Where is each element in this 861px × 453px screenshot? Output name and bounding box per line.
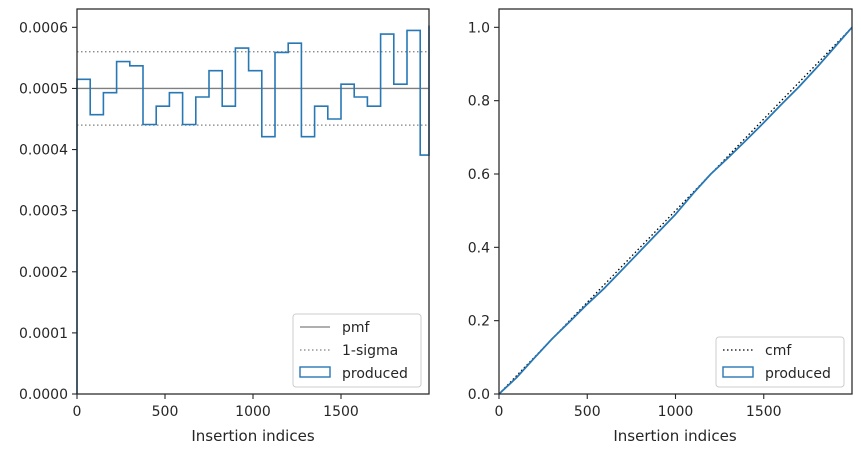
- histogram-y-tick-label: 0.0006: [19, 20, 68, 36]
- cmf-legend: cmf produced: [715, 336, 845, 388]
- legend-1-sigma-label: 1-sigma: [342, 343, 398, 359]
- cmf-axes-frame: [498, 8, 853, 395]
- legend-produced-label: produced: [342, 366, 408, 382]
- histogram-y-tick-label: 0.0005: [19, 81, 68, 97]
- legend-produced-swatch: [299, 366, 331, 378]
- cmf-y-tick-label: 0.6: [468, 167, 490, 183]
- cmf-x-axis-label: Insertion indices: [613, 427, 736, 445]
- histogram-x-tick-label: 1500: [323, 404, 359, 420]
- histogram-y-tick-label: 0.0000: [19, 387, 68, 403]
- legend-pmf-label: pmf: [342, 320, 371, 336]
- histogram-y-tick-label: 0.0004: [19, 143, 68, 159]
- cmf-y-tick-label: 0.4: [468, 240, 490, 256]
- histogram-chart: 0 500 1000 1500 0.0000 0.0001 0.0002 0.0003 0.00…: [19, 8, 430, 445]
- cmf-y-tick-label: 0.0: [468, 387, 490, 403]
- legend-cmf-produced-label: produced: [765, 366, 831, 382]
- histogram-y-tick-label: 0.0003: [19, 204, 68, 220]
- histogram-x-tick-label: 1000: [235, 404, 271, 420]
- cmf-y-tick-label: 0.2: [468, 314, 490, 330]
- histogram-ticks: 0 500 1000 1500 0.0000 0.0001 0.0002 0.0003 0.00…: [19, 20, 359, 420]
- produced-histogram-step: [76, 25, 430, 394]
- histogram-legend-box: [292, 313, 422, 388]
- histogram-x-tick-label: 500: [152, 404, 179, 420]
- histogram-x-axis-label: Insertion indices: [191, 427, 314, 445]
- cmf-y-tick-label: 1.0: [468, 20, 490, 36]
- cmf-chart: 0 500 1000 1500 0.0 0.2 0.4 0.6 0.8 1.0 Insertion…: [468, 8, 853, 445]
- histogram-y-tick-label: 0.0002: [19, 265, 68, 281]
- cmf-plot-area: [498, 26, 853, 395]
- histogram-x-tick-label: 0: [73, 404, 82, 420]
- legend-cmf-produced-swatch: [722, 366, 754, 378]
- cmf-y-tick-label: 0.8: [468, 94, 490, 110]
- histogram-y-tick-label: 0.0001: [19, 326, 68, 342]
- cmf-ticks: 0 500 1000 1500 0.0 0.2 0.4 0.6 0.8 1.0: [468, 20, 782, 420]
- histogram-plot-area: [76, 25, 430, 394]
- cmf-x-tick-label: 1000: [658, 404, 694, 420]
- legend-cmf-label: cmf: [765, 343, 792, 359]
- cmf-x-tick-label: 500: [574, 404, 601, 420]
- histogram-legend: pmf 1-sigma produced: [292, 313, 422, 388]
- produced-cmf-line: [498, 26, 853, 395]
- cmf-x-tick-label: 1500: [746, 404, 782, 420]
- cmf-x-tick-label: 0: [495, 404, 504, 420]
